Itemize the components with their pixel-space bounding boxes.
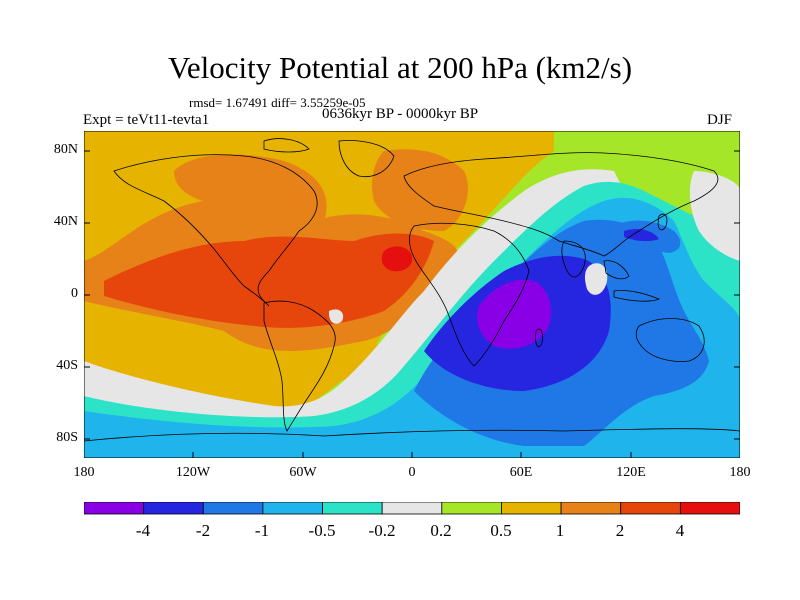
colorbar (84, 502, 740, 515)
lat-label-80n: 80N (53, 142, 78, 157)
lon-label-120e: 120E (616, 465, 646, 480)
colorbar-box (620, 502, 681, 515)
colorbar-label-pos2: 2 (615, 521, 625, 540)
colorbar-label-neg1: -1 (254, 521, 270, 540)
colorbar-box (381, 502, 443, 515)
velocity-potential-map (84, 131, 740, 458)
lon-label-180w: 180 (73, 465, 95, 480)
colorbar-label-pos4: 4 (675, 521, 685, 540)
stats-text: rmsd= 1.67491 diff= 3.55259e-05 (189, 95, 366, 110)
colorbar-box (202, 502, 264, 515)
colorbar-box (560, 502, 622, 515)
colorbar-box (262, 502, 323, 515)
lon-label-0: 0 (408, 465, 416, 480)
colorbar-label-pos1: 1 (555, 521, 565, 540)
colorbar-label-pos02: 0.2 (430, 521, 452, 540)
lon-label-120w: 120W (175, 465, 211, 480)
lon-label-60e: 60E (509, 465, 533, 480)
coastlines (84, 138, 740, 442)
season-label: DJF (707, 112, 733, 128)
colorbar-box (84, 502, 145, 515)
colorbar-box (143, 502, 204, 515)
lat-label-80s: 80S (56, 430, 78, 445)
colorbar-label-pos05: 0.5 (490, 521, 512, 540)
tick-marks (84, 150, 740, 458)
colorbar-box (501, 502, 562, 515)
period-label: 0636kyr BP - 0000kyr BP (322, 106, 479, 122)
colorbar-box (441, 502, 502, 515)
lat-label-0: 0 (71, 286, 78, 301)
lon-label-180e: 180 (729, 465, 751, 480)
contour-fill (84, 131, 740, 458)
lon-label-60w: 60W (289, 465, 317, 480)
colorbar-label-neg05: -0.5 (308, 521, 336, 540)
colorbar-label-neg4: -4 (135, 521, 151, 540)
colorbar-box (322, 502, 383, 515)
plot-title: Velocity Potential at 200 hPa (km2/s) (167, 50, 633, 85)
lat-label-40s: 40S (56, 358, 78, 373)
colorbar-box (679, 502, 740, 515)
experiment-label: Expt = teVt11-tevta1 (83, 112, 210, 128)
colorbar-label-neg02: -0.2 (368, 521, 396, 540)
lat-label-40n: 40N (53, 214, 78, 229)
colorbar-label-neg2: -2 (195, 521, 211, 540)
